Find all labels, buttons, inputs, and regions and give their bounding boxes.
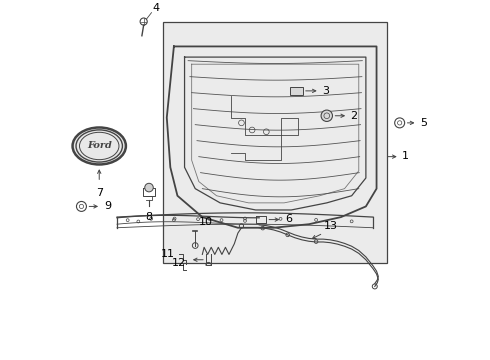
Text: 11: 11 <box>161 249 175 260</box>
Polygon shape <box>163 22 387 263</box>
Text: 8: 8 <box>146 212 152 222</box>
Text: 12: 12 <box>172 258 186 267</box>
Text: 4: 4 <box>152 3 160 13</box>
Text: Ford: Ford <box>87 141 112 150</box>
Bar <box>290 87 303 95</box>
Text: 9: 9 <box>104 201 111 211</box>
Text: 7: 7 <box>96 188 103 198</box>
Text: 3: 3 <box>322 86 329 96</box>
Text: 10: 10 <box>199 217 213 227</box>
Circle shape <box>321 110 332 121</box>
Text: 6: 6 <box>285 215 292 224</box>
Ellipse shape <box>73 127 126 165</box>
Circle shape <box>145 183 153 192</box>
Text: 13: 13 <box>324 221 338 231</box>
Text: 1: 1 <box>402 152 409 162</box>
Text: 5: 5 <box>420 118 427 128</box>
Text: 2: 2 <box>351 111 358 121</box>
